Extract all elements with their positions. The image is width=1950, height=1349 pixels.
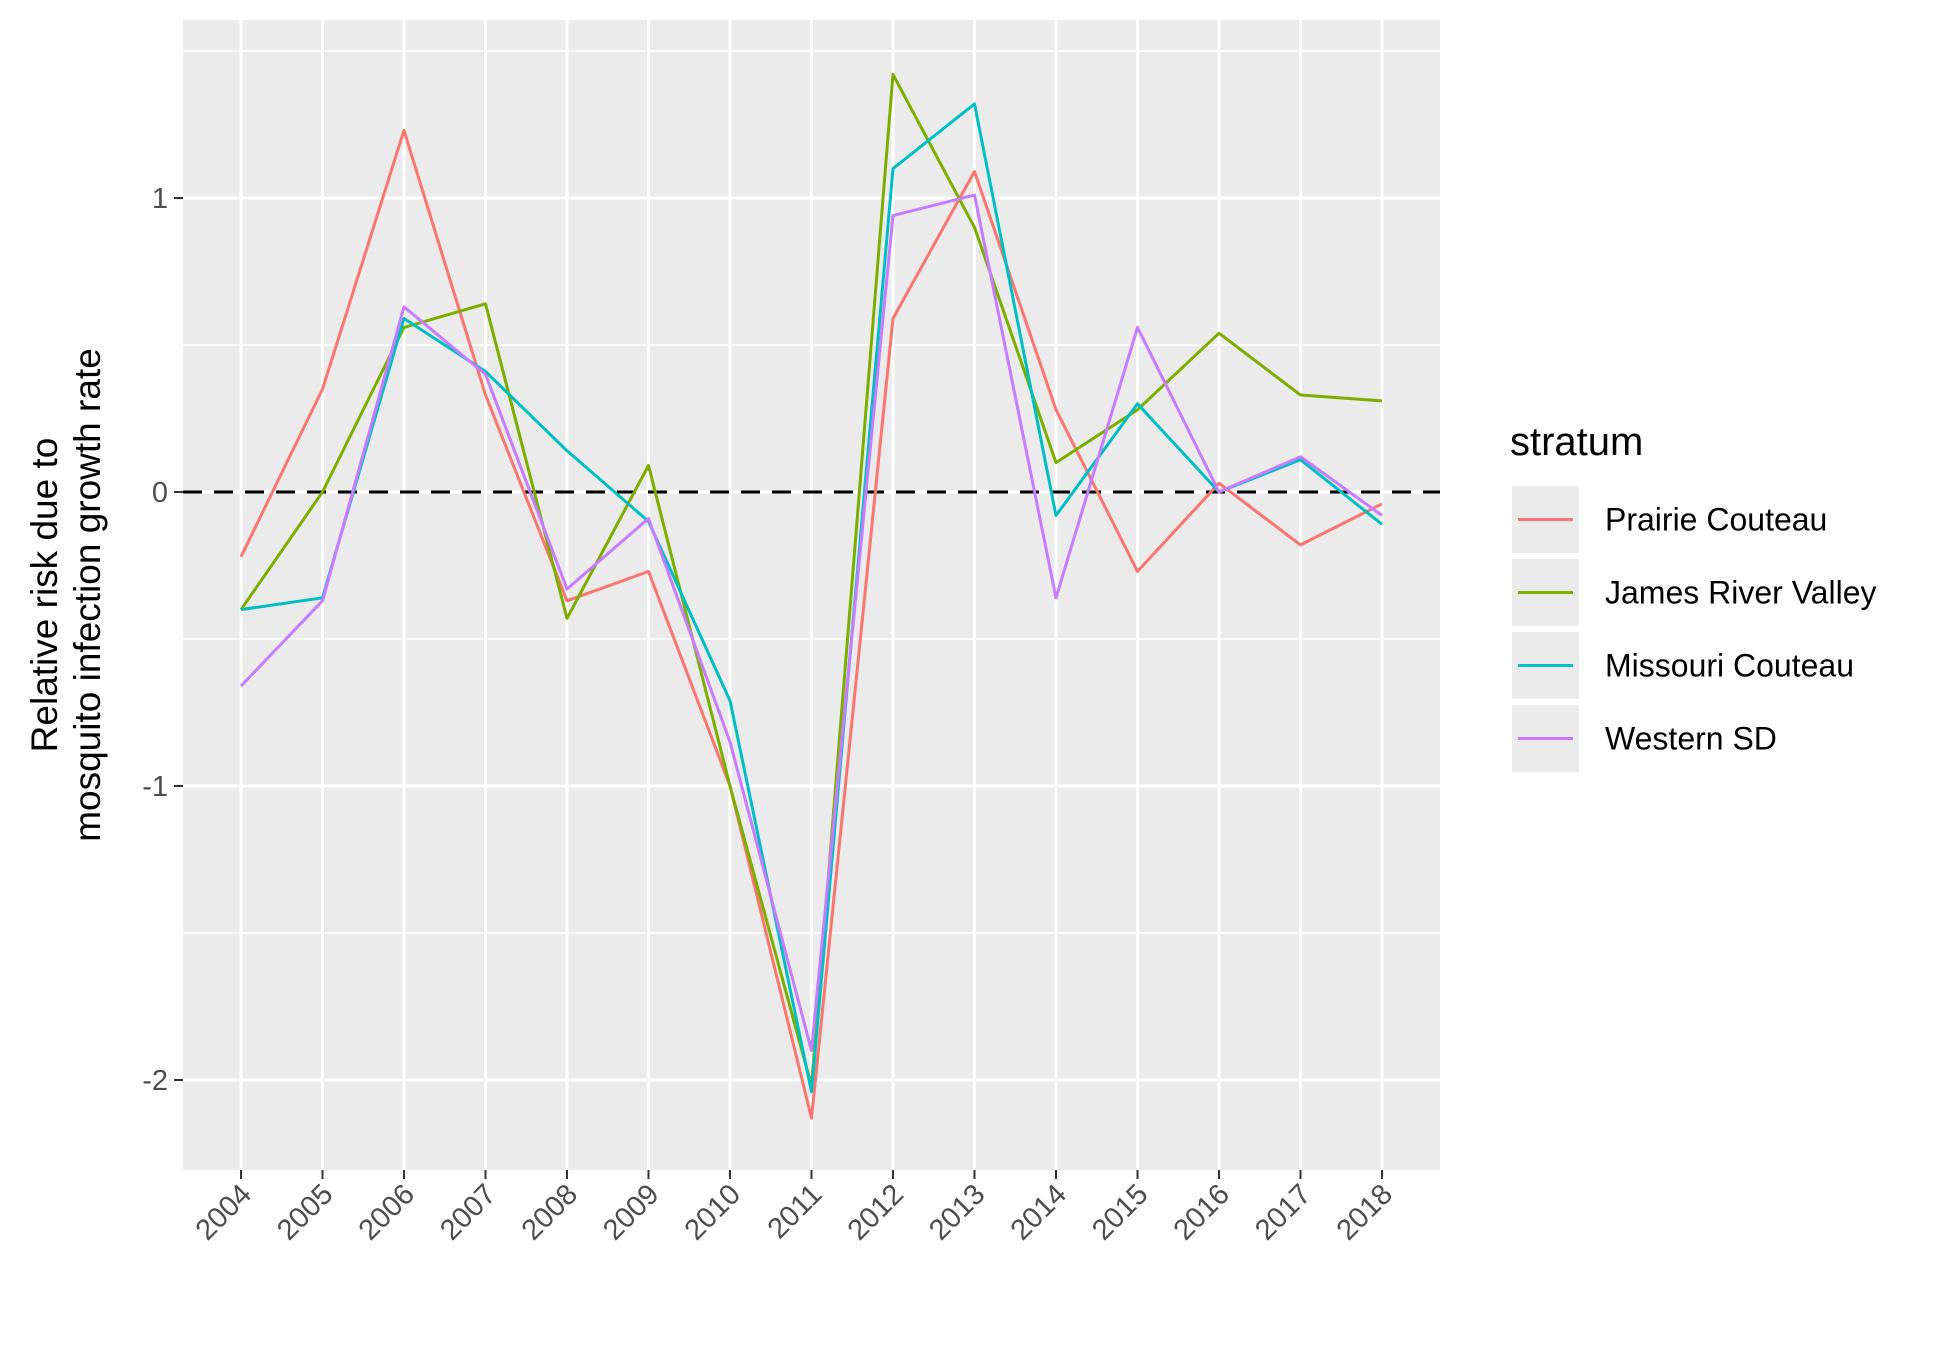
series-lines [239, 73, 1383, 1120]
legend-label: Prairie Couteau [1605, 502, 1827, 538]
x-tick-label: 2004 [190, 1178, 258, 1246]
x-tick-label: 2006 [353, 1178, 421, 1246]
x-tick-label: 2007 [434, 1178, 502, 1246]
legend: stratum Prairie Couteau James River Valle… [1510, 420, 1876, 772]
x-tick-label: 2015 [1086, 1178, 1154, 1246]
x-tick-label: 2010 [679, 1178, 747, 1246]
x-tick-label: 2009 [597, 1178, 665, 1246]
y-tick-label: -2 [142, 1065, 168, 1097]
legend-title: stratum [1510, 420, 1643, 464]
x-tick-label: 2008 [516, 1178, 584, 1246]
x-tick-label: 2011 [762, 1178, 829, 1245]
x-tick-label: 2018 [1331, 1178, 1399, 1246]
x-tick-label: 2014 [1005, 1178, 1073, 1246]
series-line-missouri-couteau [240, 102, 1383, 1094]
y-axis-title-line-1: Relative risk due to [24, 438, 65, 753]
y-tick-label: -1 [142, 771, 168, 803]
y-axis-title-line-2: mosquito infection growth rate [67, 348, 108, 842]
series-line-prairie-couteau [239, 128, 1383, 1120]
x-tick-label: 2005 [271, 1178, 339, 1246]
legend-label: Western SD [1605, 721, 1777, 757]
series-line-western-sd [239, 193, 1383, 1053]
y-axis: -2 -1 0 1 [142, 183, 183, 1097]
x-tick-label: 2013 [923, 1178, 991, 1246]
x-tick-label: 2016 [1168, 1178, 1236, 1246]
x-axis: 2004 2005 2006 2007 2008 2009 2010 2011 2012 2013… [190, 1170, 1399, 1247]
legend-label: Missouri Couteau [1605, 648, 1854, 684]
y-tick-label: 0 [152, 477, 168, 509]
x-tick-label: 2012 [842, 1178, 910, 1246]
legend-label: James River Valley [1605, 575, 1876, 611]
y-axis-title: Relative risk due to mosquito infection … [24, 348, 108, 842]
x-tick-label: 2017 [1249, 1178, 1317, 1246]
y-tick-label: 1 [152, 183, 168, 215]
